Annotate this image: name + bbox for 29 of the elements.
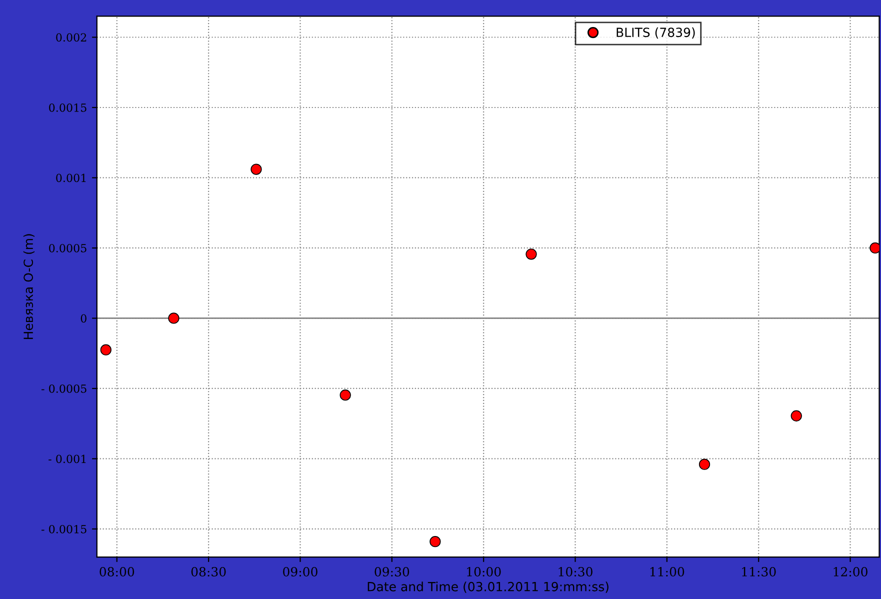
point (250, 164, 262, 175)
x-axis-title: Date and Time (03.01.2011 19:mm:ss) (368, 582, 608, 593)
x-tick-label: 08:00 (100, 567, 134, 576)
point (790, 410, 802, 422)
point (430, 536, 441, 548)
x-tick-label: 09:30 (374, 567, 410, 576)
x-tick-label: 12:00 (834, 567, 868, 576)
x-tick-label: 11:30 (742, 567, 776, 576)
x-tick-label: 08:30 (191, 567, 226, 576)
y-tick-label: - 0.001 (48, 454, 86, 464)
x-tick-label: 09:00 (283, 567, 318, 576)
y-tick-label: 0.0005 (49, 244, 86, 252)
point (340, 390, 351, 401)
x-tick-label: 10:30 (558, 567, 592, 576)
x-tick-label: 10:00 (467, 567, 501, 576)
point (698, 458, 710, 470)
point (526, 248, 537, 260)
point (168, 312, 180, 324)
y-tick-label: 0.001 (56, 174, 86, 182)
y-tick-label: - 0.0005 (42, 384, 86, 393)
point (100, 344, 112, 356)
y-tick-label: 0.002 (56, 33, 86, 42)
y-tick-label: 0 (80, 314, 86, 323)
y-axis-title: Невязка O-C (m) (23, 234, 35, 339)
y-tick-label: - 0.0015 (42, 524, 86, 534)
x-tick-label: 11:00 (650, 567, 684, 576)
legend-label: BLITS (7839) (616, 27, 695, 39)
point (870, 242, 880, 254)
y-tick-label: 0.0015 (49, 103, 86, 112)
